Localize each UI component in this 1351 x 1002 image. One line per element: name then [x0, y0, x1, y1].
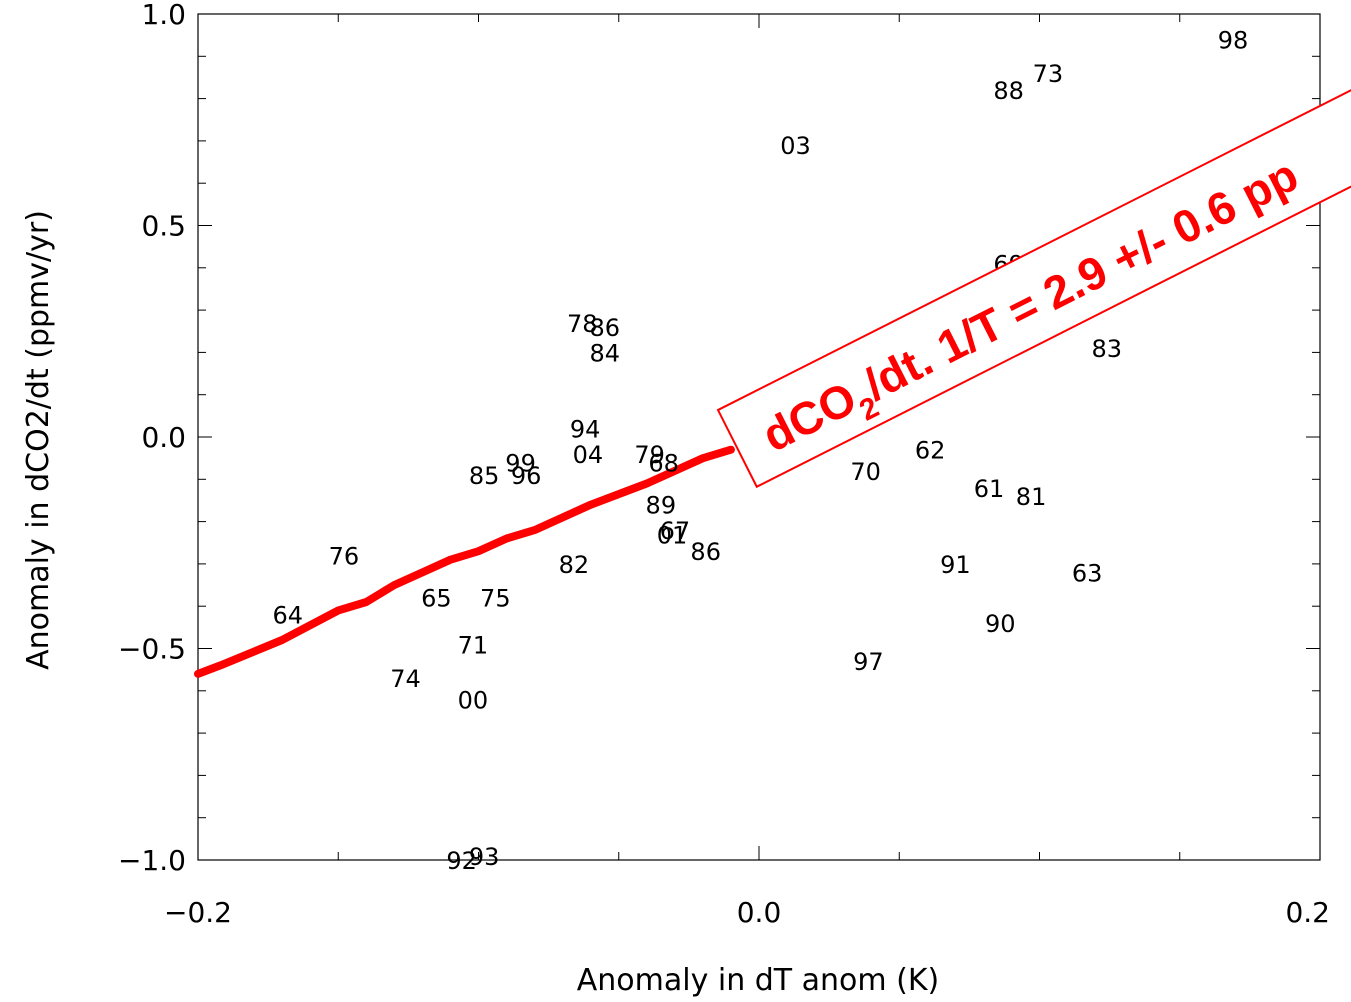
data-point-label: 62: [915, 437, 946, 465]
data-point-label: 64: [272, 602, 303, 630]
regression-annotation: dCO2/dt. 1/T = 2.9 +/- 0.6 pp: [716, 56, 1351, 489]
axis-ticks: −0.2 0.0 0.2 −1.0 −0.5 0.0 0.5 1.0: [118, 0, 1330, 929]
data-point-label: 90: [985, 610, 1016, 638]
data-point-label: 74: [390, 665, 421, 693]
data-points: 9873880369837886849404796862706181998596…: [272, 26, 1248, 875]
data-point-label: 81: [1016, 483, 1047, 511]
data-point-label: 75: [480, 585, 511, 613]
y-tick-label: 0.5: [141, 210, 186, 243]
data-point-label: 68: [648, 449, 679, 477]
x-tick-label: 0.0: [737, 896, 782, 929]
data-point-label: 97: [853, 648, 884, 676]
data-point-label: 83: [1092, 335, 1123, 363]
data-point-label: 99: [505, 449, 536, 477]
x-tick-label: −0.2: [164, 896, 232, 929]
data-point-label: 96: [511, 462, 542, 490]
data-point-label: 82: [559, 551, 590, 579]
data-point-label: 01: [657, 521, 688, 549]
data-point-label: 98: [1218, 26, 1249, 54]
data-point-label: 85: [469, 462, 500, 490]
annotation-frame: [716, 56, 1351, 489]
data-point-label: 67: [660, 517, 691, 545]
data-point-label: 91: [940, 551, 971, 579]
x-axis-title: Anomaly in dT anom (K): [577, 963, 940, 998]
data-point-label: 03: [780, 132, 811, 160]
data-point-label: 92: [446, 847, 477, 875]
data-point-label: 89: [646, 492, 677, 520]
fit-line-group: [194, 445, 735, 678]
data-point-label: 71: [458, 631, 489, 659]
data-point-label: 84: [589, 339, 620, 367]
annotation-rest: /dt. 1/T = 2.9 +/- 0.6 pp: [856, 148, 1306, 410]
annotation-box: dCO2/dt. 1/T = 2.9 +/- 0.6 pp: [716, 56, 1351, 489]
data-point-label: 86: [589, 314, 620, 342]
data-point-label: 79: [634, 441, 665, 469]
y-tick-label: −1.0: [118, 844, 186, 877]
data-point-label: 94: [570, 416, 601, 444]
data-point-label: 65: [421, 585, 452, 613]
y-tick-label: 0.0: [141, 421, 186, 454]
data-point-label: 00: [458, 686, 489, 714]
y-tick-label: 1.0: [141, 0, 186, 31]
x-tick-label: 0.2: [1285, 896, 1330, 929]
data-point-label: 88: [993, 77, 1024, 105]
data-point-label: 04: [573, 441, 604, 469]
fit-line: [194, 445, 735, 678]
data-point-label: 93: [469, 843, 500, 871]
data-point-label: 86: [690, 538, 721, 566]
data-point-label: 78: [567, 310, 598, 338]
y-axis-title: Anomaly in dCO2/dt (ppmv/yr): [21, 210, 56, 670]
data-point-label: 73: [1033, 60, 1064, 88]
annotation-text: dCO2/dt. 1/T = 2.9 +/- 0.6 pp: [754, 148, 1311, 471]
data-point-label: 61: [974, 475, 1005, 503]
data-point-label: 63: [1072, 559, 1103, 587]
data-point-label: 76: [329, 542, 360, 570]
y-tick-label: −0.5: [118, 633, 186, 666]
data-point-label: 70: [850, 458, 881, 486]
